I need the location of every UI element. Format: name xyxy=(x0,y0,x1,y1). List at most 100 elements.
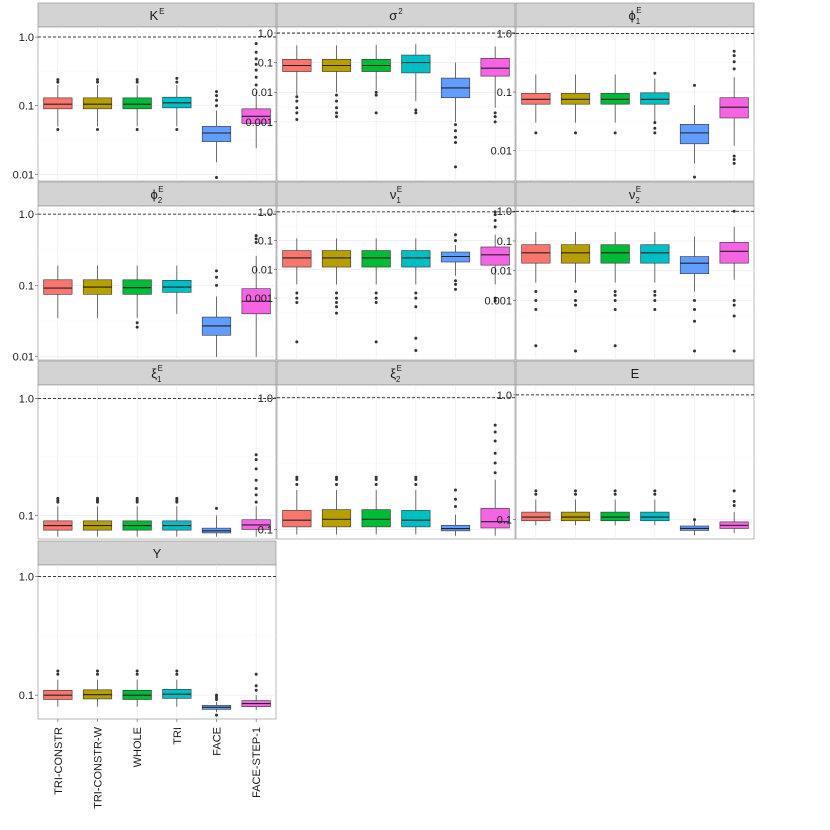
outlier-point xyxy=(534,290,538,294)
outlier-point xyxy=(574,298,577,302)
box-iqr xyxy=(521,244,551,264)
outlier-point xyxy=(613,298,617,302)
outlier-point xyxy=(374,90,378,94)
box-FACE xyxy=(440,233,471,291)
y-tick-label: 0.1 xyxy=(258,236,273,248)
outlier-point xyxy=(175,76,179,80)
y-tick-label: 0.1 xyxy=(19,280,34,292)
box-iqr xyxy=(122,279,152,295)
outlier-point xyxy=(613,290,617,294)
box-TRI-CONSTR-W xyxy=(321,45,352,119)
box-TRI-CONSTR-W xyxy=(82,496,113,537)
outlier-point xyxy=(254,57,258,61)
outlier-point xyxy=(215,104,218,108)
outlier-point xyxy=(254,68,258,72)
outlier-point xyxy=(96,669,99,673)
outlier-point xyxy=(613,344,617,348)
outlier-point xyxy=(732,60,736,64)
outlier-point xyxy=(653,131,657,135)
box-TRI-CONSTR-W xyxy=(560,74,591,135)
y-tick-label: 1.0 xyxy=(19,209,34,221)
y-tick-label: 0.1 xyxy=(258,525,273,537)
outlier-point xyxy=(254,684,258,688)
box-iqr xyxy=(679,124,710,145)
outlier-point xyxy=(414,348,418,352)
outlier-point xyxy=(254,688,258,692)
outlier-point xyxy=(175,80,179,84)
outlier-point xyxy=(295,95,299,99)
y-tick-label: 1.0 xyxy=(497,29,512,41)
box-FACE xyxy=(679,518,710,536)
box-iqr xyxy=(560,244,591,264)
panel-title: ξ1 E xyxy=(151,364,163,384)
panel-title: Y xyxy=(153,546,162,561)
outlier-point xyxy=(454,287,457,291)
outlier-point xyxy=(493,213,497,217)
outlier-point xyxy=(534,131,538,135)
box-iqr xyxy=(480,246,510,266)
panel-title-subscript: 2 xyxy=(396,375,401,384)
x-tick-label: FACE xyxy=(212,727,224,756)
box-FACE-STEP-1 xyxy=(241,234,271,357)
box-TRI-CONSTR-W xyxy=(321,475,352,535)
plot-area xyxy=(515,205,755,361)
box-iqr xyxy=(401,54,431,74)
outlier-point xyxy=(454,504,457,508)
box-iqr xyxy=(719,97,749,119)
outlier-point xyxy=(732,161,736,165)
plot-area xyxy=(276,26,516,182)
outlier-point xyxy=(335,305,338,309)
outlier-point xyxy=(254,672,258,676)
outlier-point xyxy=(414,483,418,487)
outlier-point xyxy=(254,83,258,87)
outlier-point xyxy=(493,210,497,214)
outlier-point xyxy=(454,488,457,492)
box-FACE-STEP-1 xyxy=(719,489,749,534)
y-tick-label: 1.0 xyxy=(497,206,512,218)
outlier-point xyxy=(454,129,457,133)
box-iqr xyxy=(122,97,152,110)
panel-title-symbol: ν xyxy=(629,187,636,202)
outlier-point xyxy=(613,293,617,297)
outlier-point xyxy=(414,336,418,340)
outlier-point xyxy=(653,290,657,294)
outlier-point xyxy=(254,75,258,79)
outlier-point xyxy=(374,291,378,295)
x-tick-label: TRI-CONSTR xyxy=(53,727,65,795)
panel-4: ϕ2 E 1.0 0.1 0.01 xyxy=(13,181,277,364)
box-WHOLE xyxy=(600,232,630,348)
outlier-point xyxy=(732,298,736,302)
outlier-point xyxy=(335,291,338,295)
box-iqr xyxy=(521,93,551,105)
panel-7: ξ1 E 1.0 0.1 xyxy=(19,360,277,540)
x-tick-label: FACE-STEP-1 xyxy=(251,727,263,798)
box-TRI xyxy=(401,238,431,352)
outlier-point xyxy=(574,349,577,353)
outlier-point xyxy=(534,489,538,493)
box-iqr xyxy=(719,242,749,264)
plot-area xyxy=(37,26,277,182)
outlier-point xyxy=(175,496,179,500)
panel-title-subscript: 2 xyxy=(635,196,640,205)
box-FACE-STEP-1 xyxy=(480,210,510,303)
outlier-point xyxy=(653,307,657,311)
plot-area xyxy=(276,205,516,361)
outlier-point xyxy=(732,349,736,353)
outlier-point xyxy=(693,298,696,302)
box-FACE-STEP-1 xyxy=(719,49,749,165)
outlier-point xyxy=(454,239,457,243)
grid xyxy=(38,385,276,539)
panel-title-symbol: K xyxy=(149,8,158,23)
outlier-point xyxy=(295,296,299,300)
outlier-point xyxy=(135,325,139,329)
box-TRI xyxy=(640,489,670,526)
outlier-point xyxy=(56,496,60,500)
panel-title: σ2 xyxy=(389,7,403,23)
outlier-point xyxy=(295,478,299,482)
box-iqr xyxy=(640,92,670,105)
outlier-point xyxy=(653,126,657,130)
outlier-point xyxy=(493,430,497,434)
y-tick-label: 0.01 xyxy=(491,145,512,157)
outlier-point xyxy=(374,483,378,487)
y-tick-label: 1.0 xyxy=(19,572,34,584)
